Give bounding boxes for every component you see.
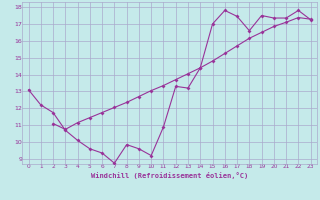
X-axis label: Windchill (Refroidissement éolien,°C): Windchill (Refroidissement éolien,°C) [91,172,248,179]
